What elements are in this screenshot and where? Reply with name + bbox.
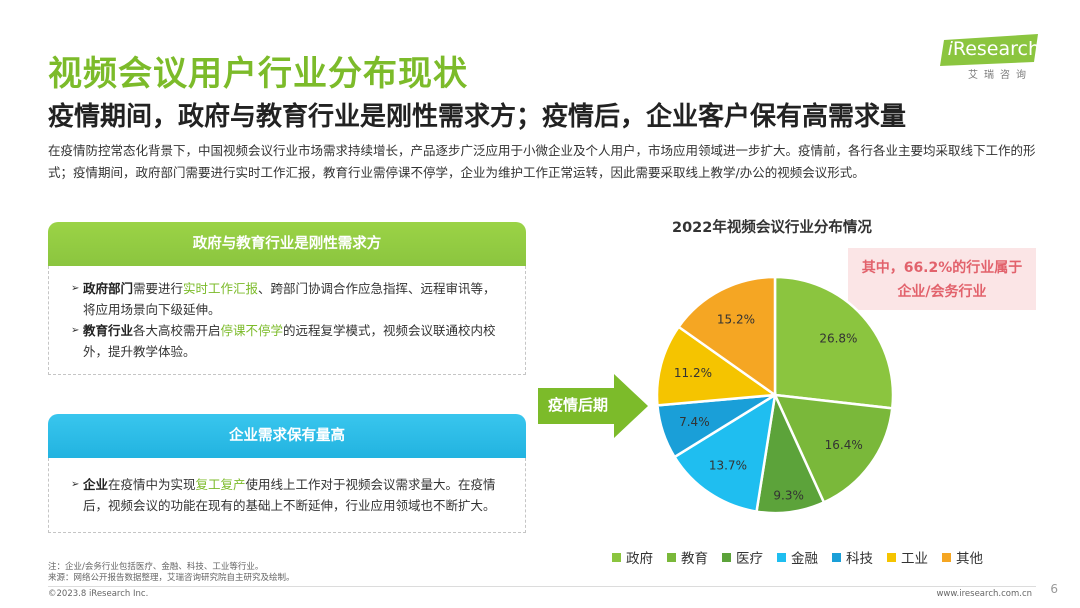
industry-pie-chart: 26.8% 16.4% 9.3% 13.7% 7.4% 11.2% 15.2% [655, 275, 895, 515]
bullet-arrow-icon: ➢ [71, 283, 80, 294]
legend-label: 工业 [901, 551, 928, 567]
post-pandemic-arrow-icon [538, 374, 648, 438]
data-label-education: 16.4% [825, 438, 863, 452]
keyword: 企业 [83, 477, 109, 492]
enterprise-box: 企业需求保有量高 ➢ 企业在疫情中为实现复工复产使用线上工作对于视频会议需求量大… [48, 414, 526, 533]
text-pre: 在疫情中为实现 [108, 477, 196, 492]
footnote-1: 注：企业/会务行业包括医疗、金融、科技、工业等行业。 [48, 562, 264, 572]
data-label-government: 26.8% [819, 331, 857, 345]
callout-box: 其中，66.2%的行业属于企业/会务行业 [848, 248, 1036, 310]
box1-body: ➢ 政府部门需要进行实时工作汇报、跨部门协调合作应急指挥、远程审讯等，将应用场景… [48, 266, 526, 375]
chart-title: 2022年视频会议行业分布情况 [672, 220, 872, 236]
bullet-education: ➢ 教育行业各大高校需开启停课不停学的远程复学模式，视频会议联通校内校外，提升教… [71, 320, 507, 362]
pie-slice-other [676, 275, 777, 398]
bullet-text: 教育行业各大高校需开启停课不停学的远程复学模式，视频会议联通校内校外，提升教学体… [83, 320, 507, 362]
legend-item-industry: 工业 [887, 547, 928, 567]
keyword: 教育行业 [83, 323, 134, 338]
intro-paragraph: 在疫情防控常态化背景下，中国视频会议行业市场需求持续增长，产品逐步广泛应用于小微… [48, 143, 1036, 180]
footnote-2: 来源：网络公开报告数据整理，艾瑞咨询研究院自主研究及绘制。 [48, 573, 295, 583]
legend-swatch [887, 552, 896, 562]
logo-wordmark: iResearch [948, 38, 1040, 60]
legend-swatch [612, 552, 621, 562]
footer-divider [48, 586, 1036, 587]
legend-item-technology: 科技 [832, 547, 873, 567]
legend-label: 金融 [791, 551, 818, 567]
box2-header: 企业需求保有量高 [48, 414, 526, 458]
box1-header: 政府与教育行业是刚性需求方 [48, 222, 526, 266]
pie-slice-industry [655, 325, 779, 407]
data-label-technology: 7.4% [679, 415, 710, 429]
legend-item-healthcare: 医疗 [722, 547, 763, 567]
government-education-box: 政府与教育行业是刚性需求方 ➢ 政府部门需要进行实时工作汇报、跨部门协调合作应急… [48, 222, 526, 375]
legend-swatch [722, 552, 731, 562]
highlight: 实时工作汇报 [183, 281, 259, 296]
legend-label: 其他 [956, 551, 983, 567]
logo-badge-shape [940, 34, 1038, 66]
legend-swatch [777, 552, 786, 562]
legend-item-finance: 金融 [777, 547, 818, 567]
legend-item-education: 教育 [667, 547, 708, 567]
bullet-text: 企业在疫情中为实现复工复产使用线上工作对于视频会议需求量大。在疫情后，视频会议的… [83, 474, 507, 516]
pie-slice-finance [672, 392, 777, 513]
text-post: 使用线上工作对于视频会议需求量大。在疫情后，视频会议的功能在现有的基础上不断延伸… [83, 477, 496, 513]
text-post: 的远程复学模式，视频会议联通校内校外，提升教学体验。 [83, 323, 496, 359]
pie-slice-education [772, 393, 894, 505]
bullet-government: ➢ 政府部门需要进行实时工作汇报、跨部门协调合作应急指挥、远程审讯等，将应用场景… [71, 278, 507, 320]
text-pre: 需要进行 [133, 281, 184, 296]
arrow-label: 疫情后期 [548, 396, 609, 414]
pie-slice-government [773, 275, 895, 410]
copyright: ©2023.8 iResearch Inc. [48, 589, 149, 599]
data-label-healthcare: 9.3% [773, 489, 804, 503]
keyword: 政府部门 [83, 281, 134, 296]
data-label-other: 15.2% [717, 313, 755, 327]
footnotes: 注：企业/会务行业包括医疗、金融、科技、工业等行业。 来源：网络公开报告数据整理… [48, 562, 295, 584]
legend-item-other: 其他 [942, 547, 983, 567]
legend-label: 科技 [846, 551, 873, 567]
page-title: 视频会议用户行业分布现状 [48, 54, 468, 94]
page-subtitle: 疫情期间，政府与教育行业是刚性需求方；疫情后，企业客户保有高需求量 [48, 102, 907, 132]
box2-body: ➢ 企业在疫情中为实现复工复产使用线上工作对于视频会议需求量大。在疫情后，视频会… [48, 458, 526, 533]
website-url: www.iresearch.com.cn [936, 589, 1032, 599]
legend-label: 政府 [626, 551, 653, 567]
text-post: 、跨部门协调合作应急指挥、远程审讯等，将应用场景向下级延伸。 [83, 281, 496, 317]
page-number: 6 [1050, 582, 1058, 596]
legend-label: 教育 [681, 551, 708, 567]
iresearch-logo: iResearch 艾瑞咨询 [940, 34, 1040, 84]
legend-swatch [942, 552, 951, 562]
legend-swatch [667, 552, 676, 562]
data-label-finance: 13.7% [709, 459, 747, 473]
data-label-industry: 11.2% [674, 366, 712, 380]
legend-label: 医疗 [736, 551, 763, 567]
logo-research: Research [952, 38, 1040, 60]
legend-item-government: 政府 [612, 547, 653, 567]
legend-swatch [832, 552, 841, 562]
bullet-arrow-icon: ➢ [71, 325, 80, 336]
bullet-enterprise: ➢ 企业在疫情中为实现复工复产使用线上工作对于视频会议需求量大。在疫情后，视频会… [71, 474, 507, 516]
highlight: 复工复产 [195, 477, 246, 492]
logo-subtext: 艾瑞咨询 [968, 70, 1032, 81]
logo-i: i [947, 38, 953, 60]
text-pre: 各大高校需开启 [133, 323, 221, 338]
bullet-text: 政府部门需要进行实时工作汇报、跨部门协调合作应急指挥、远程审讯等，将应用场景向下… [83, 278, 507, 320]
chart-legend: 政府 教育 医疗 金融 科技 工业 其他 [612, 547, 983, 567]
bullet-arrow-icon: ➢ [71, 479, 80, 490]
highlight: 停课不停学 [220, 323, 284, 338]
